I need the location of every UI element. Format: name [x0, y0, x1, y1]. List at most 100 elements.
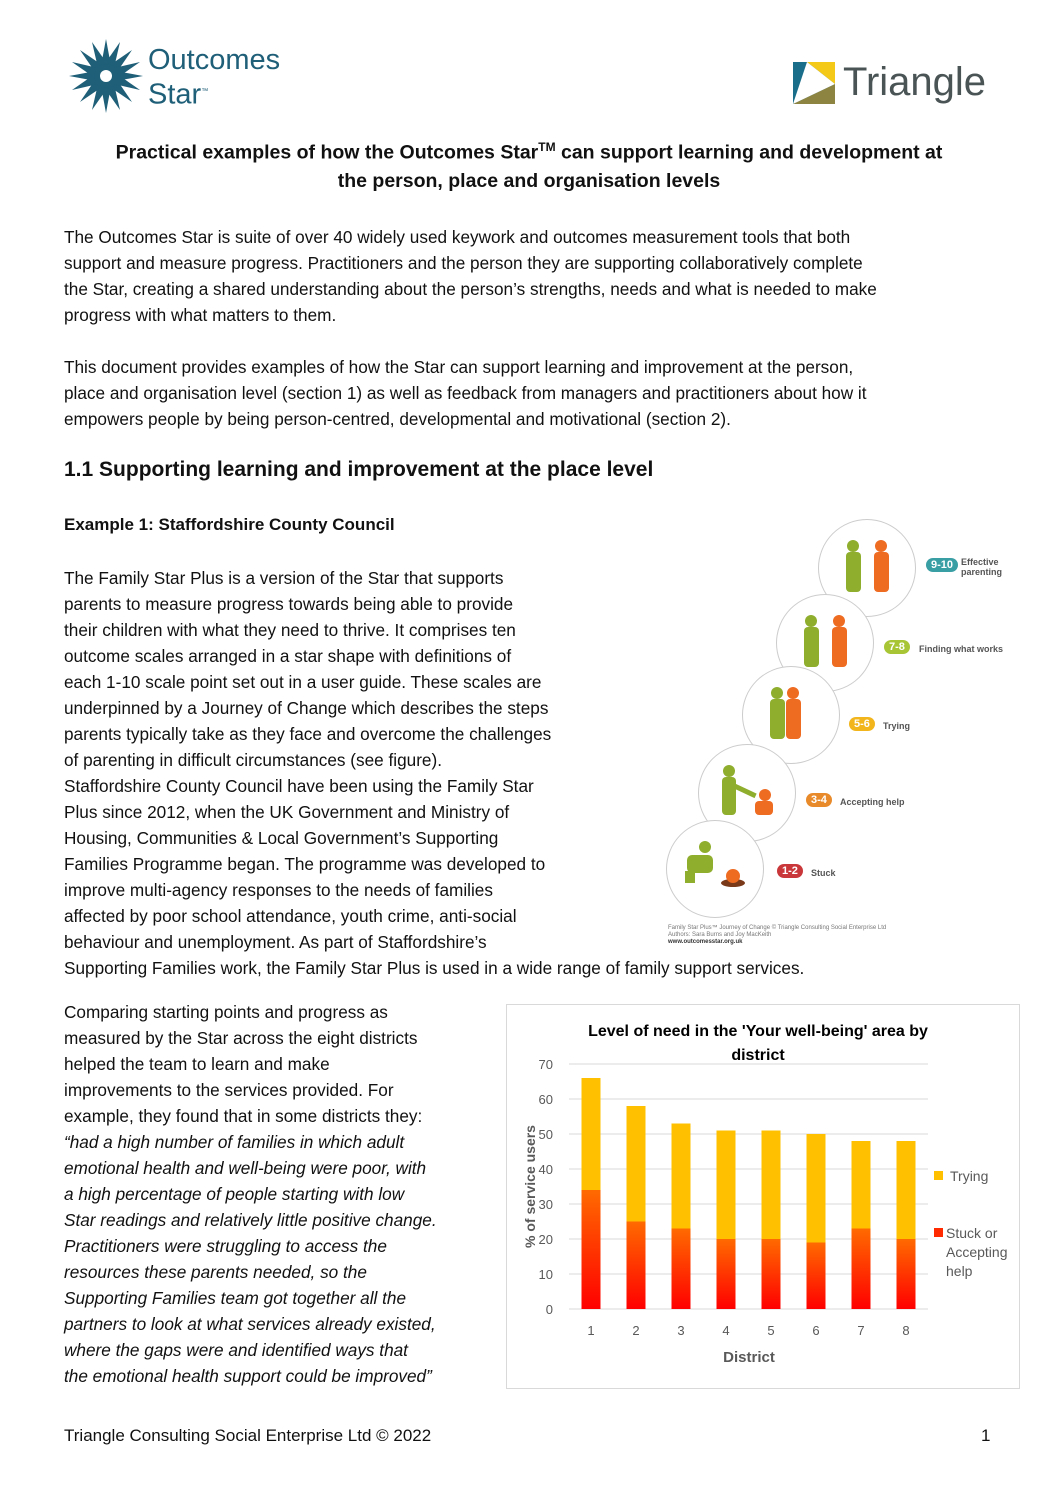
legend-label: Accepting: [946, 1244, 1007, 1260]
bar-segment-stuck: [761, 1239, 781, 1309]
bar-segment-stuck: [716, 1239, 736, 1309]
triangle-logo: [793, 62, 835, 109]
figure-caption: Family Star Plus™ Journey of Change © Tr…: [668, 925, 886, 946]
figure-caption-line: Family Star Plus™ Journey of Change © Tr…: [668, 925, 887, 931]
tm-mark: ™: [201, 88, 209, 95]
stage-label: Stuck: [811, 868, 836, 878]
stage-range-badge: 9-10: [926, 558, 959, 572]
stacked-bar-chart: Level of need in the 'Your well-being' a…: [522, 1023, 1007, 1366]
footer-text: Triangle Consulting Social Enterprise Lt…: [64, 1426, 432, 1445]
x-tick-label: 5: [767, 1323, 774, 1338]
stage-illustration: [666, 820, 764, 918]
text-line: “had a high number of families in which …: [64, 1132, 405, 1152]
y-tick-label: 30: [539, 1197, 553, 1212]
text-line: the emotional health support could be im…: [64, 1366, 432, 1386]
chart-title: Level of need in the 'Your well-being' a…: [588, 1023, 928, 1040]
text-line: a high percentage of people starting wit…: [64, 1184, 405, 1204]
title-line-2: the person, place and organisation level…: [337, 170, 721, 192]
legend-swatch: [934, 1228, 943, 1237]
bar-segment-trying: [626, 1106, 646, 1222]
text-line: Families Programme began. The programme …: [64, 854, 546, 874]
text-line: the Star, creating a shared understandin…: [64, 279, 877, 299]
people-figures-icon: [722, 765, 773, 815]
bar-segment-stuck: [581, 1190, 601, 1309]
x-tick-label: 4: [722, 1323, 729, 1338]
text-line: of parenting in difficult circumstances …: [64, 750, 442, 770]
people-figures-icon: [770, 687, 801, 739]
y-axis-label: % of service users: [522, 1125, 538, 1248]
x-tick-label: 1: [587, 1323, 594, 1338]
outcomes-star-wordmark: Outcomes Star™: [148, 44, 288, 111]
text-line: Supporting Families work, the Family Sta…: [64, 958, 805, 978]
text-line: Housing, Communities & Local Government’…: [64, 828, 499, 848]
bar-segment-stuck: [626, 1221, 646, 1309]
page-title: Practical examples of how the Outcomes S…: [0, 140, 1058, 165]
x-tick-label: 8: [902, 1323, 909, 1338]
text-line: The Outcomes Star is suite of over 40 wi…: [64, 227, 851, 247]
text-line: Staffordshire County Council have been u…: [64, 776, 534, 796]
text-line: parents to measure progress towards bein…: [64, 594, 514, 614]
stage-range-badge: 5-6: [849, 717, 875, 731]
title-line-1b: can support learning and development at: [555, 141, 943, 164]
figure-caption-line: Authors: Sara Burns and Joy MacKeith: [668, 932, 772, 938]
stage-label: Trying: [883, 721, 911, 731]
bar-segment-stuck: [851, 1228, 871, 1309]
triangle-logo-icon: [793, 62, 835, 104]
chart-container: Level of need in the 'Your well-being' a…: [506, 1004, 1020, 1389]
text-line: emotional health and well-being were poo…: [64, 1158, 427, 1178]
text-line: The Family Star Plus is a version of the…: [64, 568, 504, 588]
text-line: empowers people by being person-centred,…: [64, 409, 731, 429]
legend-label: Trying: [950, 1168, 988, 1184]
x-tick-label: 7: [857, 1323, 864, 1338]
y-tick-label: 60: [539, 1092, 553, 1107]
text-line: This document provides examples of how t…: [64, 357, 854, 377]
title-tm: TM: [538, 140, 556, 154]
bar-segment-trying: [581, 1078, 601, 1190]
text-line: Plus since 2012, when the UK Government …: [64, 802, 510, 822]
bar-segment-trying: [851, 1141, 871, 1229]
people-figures-icon: [804, 615, 847, 667]
triangle-wordmark: Triangle: [843, 60, 987, 104]
stage-label: Finding what works: [919, 644, 1004, 654]
figure-caption-url: www.outcomesstar.org.uk: [668, 939, 743, 945]
text-line: Supporting Families team got together al…: [64, 1288, 407, 1308]
people-figures-icon: [846, 540, 889, 592]
stage-range-badge: 7-8: [884, 640, 910, 654]
bar-segment-trying: [716, 1130, 736, 1239]
text-line: where the gaps were and identified ways …: [64, 1340, 408, 1360]
text-line: each 1-10 scale point set out in a user …: [64, 672, 542, 692]
legend-swatch: [934, 1171, 943, 1180]
text-line: improvements to the services provided. F…: [64, 1080, 394, 1100]
text-line: support and measure progress. Practition…: [64, 253, 863, 273]
text-line: parents typically take as they face and …: [64, 724, 552, 744]
legend-label: help: [946, 1263, 973, 1279]
text-line: affected by poor school attendance, yout…: [64, 906, 517, 926]
x-tick-label: 2: [632, 1323, 639, 1338]
text-line: progress with what matters to them.: [64, 305, 337, 325]
outcomes-star-logo: [68, 38, 144, 119]
x-axis-label: District: [723, 1349, 775, 1366]
text-line: example, they found that in some distric…: [64, 1106, 423, 1126]
x-tick-label: 6: [812, 1323, 819, 1338]
stage-label: Accepting help: [840, 797, 905, 807]
y-tick-label: 0: [546, 1302, 553, 1317]
stage-label: Effective parenting: [961, 557, 1003, 577]
example-heading: Example 1: Staffordshire County Council: [64, 515, 395, 534]
y-tick-label: 40: [539, 1162, 553, 1177]
text-line: helped the team to learn and make: [64, 1054, 330, 1074]
text-line: Comparing starting points and progress a…: [64, 1002, 388, 1022]
page-number: 1: [981, 1426, 991, 1445]
text-line: place and organisation level (section 1)…: [64, 383, 867, 403]
text-line: Practitioners were struggling to access …: [64, 1236, 387, 1256]
bar-segment-trying: [671, 1123, 691, 1229]
y-tick-label: 20: [539, 1232, 553, 1247]
text-line: their children with what they need to th…: [64, 620, 516, 640]
bar-segment-trying: [761, 1130, 781, 1239]
text-line: underpinned by a Journey of Change which…: [64, 698, 549, 718]
title-line-1: Practical examples of how the Outcomes S…: [115, 141, 539, 164]
bar-segment-trying: [896, 1141, 916, 1239]
text-line: improve multi-agency responses to the ne…: [64, 880, 493, 900]
logo-text: Outcomes Star: [148, 44, 281, 111]
bar-segment-stuck: [806, 1242, 826, 1309]
